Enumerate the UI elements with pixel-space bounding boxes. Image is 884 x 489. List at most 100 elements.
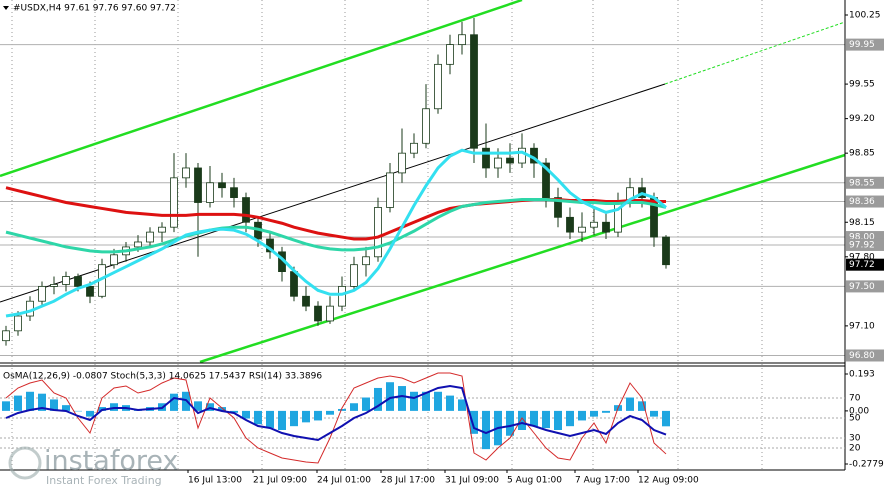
x-tick-label: 7 Aug 17:00 [575, 476, 630, 486]
candle-body [38, 286, 46, 302]
osma-bar [554, 410, 562, 430]
osma-bar [38, 393, 46, 411]
osma-bar [530, 410, 538, 427]
osma-bar [602, 410, 610, 413]
x-tick-label: 16 Jul 13:00 [188, 476, 242, 486]
candle-body [230, 187, 238, 198]
osma-bar [314, 410, 322, 421]
y-tick-label: 97.80 [849, 252, 875, 262]
osma-bar [410, 391, 418, 411]
osma-bar [266, 410, 274, 429]
osma-tick-label: 0.00 [849, 406, 869, 416]
osma-bar [578, 410, 586, 421]
osma-bar [50, 399, 58, 411]
candle-body [518, 147, 526, 164]
candle-body [386, 172, 394, 208]
osma-bar [626, 397, 634, 411]
level-label: 96.80 [849, 351, 875, 361]
level-box [846, 176, 884, 189]
candle-body [74, 276, 82, 287]
candle-body [410, 142, 418, 154]
osma-bar [170, 393, 178, 411]
menu-triangle[interactable] [3, 6, 9, 10]
osma-bar [398, 386, 406, 411]
osma-bar [194, 401, 202, 411]
osma-bar [254, 410, 262, 425]
candle-body [566, 216, 574, 233]
candle-body [362, 256, 370, 266]
y-tick-label: 98.85 [849, 149, 875, 159]
rsi-line [5, 384, 667, 442]
watermark-tagline: Instant Forex Trading [46, 474, 162, 487]
oscillator-tick-label: 30 [849, 434, 861, 444]
osma-bar [470, 410, 478, 434]
candle-body [206, 182, 214, 203]
chart-title: #USDX,H4 97.61 97.76 97.60 97.72 [13, 4, 176, 14]
candle-body [398, 152, 406, 174]
osma-bar [350, 403, 358, 411]
oscillator-tick-label: 20 [849, 444, 861, 454]
candle-body [602, 221, 610, 233]
trend-channel [0, 0, 846, 364]
oscillator-tick-label: 70 [849, 394, 861, 404]
osma-bar [386, 382, 394, 411]
x-tick-label: 31 Jul 09:00 [445, 476, 499, 486]
candle-body [662, 236, 670, 266]
osma-bar [326, 410, 334, 415]
candle-body [290, 271, 298, 297]
osma-tick-label: -0.2779 [849, 460, 884, 470]
price-plot [2, 17, 670, 346]
osma-bar [338, 408, 346, 411]
level-label: 98.55 [849, 178, 875, 188]
level-box [846, 195, 884, 208]
osma-bar [662, 410, 670, 427]
osma-bar [98, 407, 106, 411]
candle-body [62, 276, 70, 285]
x-tick-label: 28 Jul 17:00 [381, 476, 435, 486]
watermark: instaforex Instant Forex Trading [8, 446, 178, 487]
level-box [846, 280, 884, 293]
watermark-logo: instaforex [44, 446, 178, 477]
x-tick-label: 12 Aug 09:00 [638, 476, 699, 486]
candle-body [218, 182, 226, 189]
candle-body [146, 231, 154, 243]
candle-body [242, 197, 250, 223]
level-label: 98.00 [849, 233, 875, 243]
candle-body [170, 177, 178, 228]
osma-bar [14, 395, 22, 411]
candle-body [110, 254, 118, 266]
candle-body [590, 221, 598, 228]
y-tick-label: 99.55 [849, 80, 875, 90]
osma-bar [62, 405, 70, 411]
candle-body [374, 207, 382, 258]
osma-bar [302, 410, 310, 423]
candle-body [326, 305, 334, 322]
candle-body [182, 167, 190, 179]
candle-body [134, 241, 142, 248]
y-tick-label: 100.25 [849, 11, 881, 21]
level-label: 98.36 [849, 197, 875, 207]
price-levels [0, 44, 845, 356]
osma-bar [278, 410, 286, 430]
osma-bar [434, 391, 442, 411]
stoch-line [5, 372, 667, 464]
candle-body [194, 167, 202, 203]
candle-body [446, 44, 454, 65]
level-box [846, 38, 884, 51]
osma-bar [374, 387, 382, 411]
y-tick-label: 97.10 [849, 321, 875, 331]
osma-bar [518, 410, 526, 430]
candle-body [302, 295, 310, 307]
osma-bar [290, 410, 298, 427]
level-label: 97.92 [849, 240, 875, 250]
candle-body [554, 197, 562, 218]
osma-bar [506, 410, 514, 436]
y-tick-label: 98.15 [849, 218, 875, 228]
last-price-label: 97.72 [849, 260, 875, 270]
osma-bar [458, 399, 466, 411]
level-box [846, 238, 884, 251]
indicator-title: OsMA(12,26,9) -0.0807 Stoch(5,3,3) 14.06… [3, 372, 322, 382]
last-price-box [846, 258, 884, 271]
candle-body [50, 284, 58, 287]
